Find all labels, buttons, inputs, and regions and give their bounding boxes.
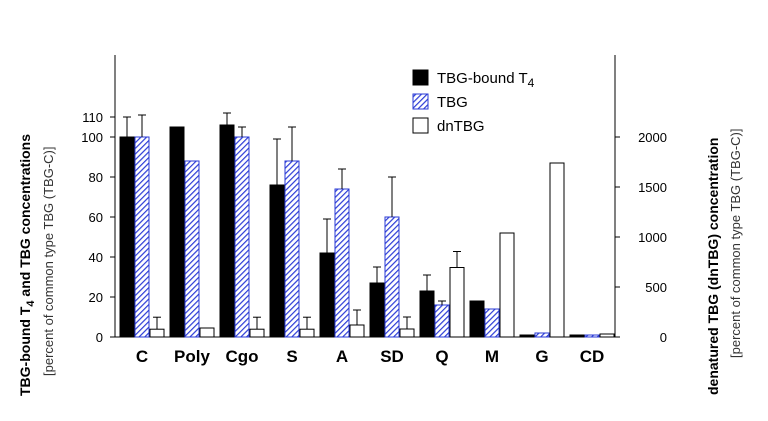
bar-tbg xyxy=(134,136,150,338)
bar-tbg-bound-t- xyxy=(469,300,485,338)
category-label: S xyxy=(286,347,297,366)
left-axis-title-subscript: 4 xyxy=(25,300,37,307)
category-label: SD xyxy=(380,347,404,366)
left-axis-title-main: TBG-bound T4 and TBG concentrations xyxy=(17,134,37,396)
bar-dntbg xyxy=(249,328,265,338)
category-label: Cgo xyxy=(225,347,258,366)
category-label: Q xyxy=(435,347,448,366)
bar-dntbg xyxy=(149,328,165,338)
right-tick-label: 2000 xyxy=(638,130,667,145)
left-axis-title-units: [percent of common type TBG (TBG-C)] xyxy=(41,147,56,377)
axes: 0 20 40 60 80 100 110 0 500 1000 1500 2000 xyxy=(81,55,667,345)
bar-dntbg xyxy=(549,162,565,338)
right-tick-label: 0 xyxy=(660,330,667,345)
bar-tbg xyxy=(284,160,300,338)
bar-tbg-bound-t- xyxy=(369,282,385,338)
right-tick-label: 1500 xyxy=(638,180,667,195)
bar-tbg-bound-t- xyxy=(219,124,235,338)
left-axis-title-rest: and TBG concentrations xyxy=(17,134,33,301)
bar-tbg xyxy=(434,304,450,338)
bar-tbg xyxy=(184,160,200,338)
legend-label: dnTBG xyxy=(437,118,485,135)
legend: TBG-bound T4 TBG dnTBG xyxy=(412,69,535,135)
bar-dntbg xyxy=(449,267,465,338)
category-label: G xyxy=(535,347,548,366)
left-tick-label: 60 xyxy=(89,210,103,225)
legend-swatch xyxy=(412,93,429,110)
legend-label-subscript: 4 xyxy=(528,76,535,90)
bar-dntbg xyxy=(299,328,315,338)
right-tick-label: 500 xyxy=(645,280,667,295)
left-tick-label: 100 xyxy=(81,130,103,145)
bar-dntbg xyxy=(399,328,415,338)
bar-dntbg xyxy=(199,327,215,338)
bars: C Poly Cgo S A SD Q M G CD xyxy=(119,112,615,366)
bar-dntbg xyxy=(349,324,365,338)
category-label: A xyxy=(336,347,348,366)
bar-tbg-bound-t- xyxy=(319,252,335,338)
legend-label: TBG-bound T4 xyxy=(437,70,535,90)
bar-tbg xyxy=(534,332,550,338)
bar-dntbg xyxy=(599,333,615,338)
bar-tbg-bound-t- xyxy=(119,136,135,338)
bar-tbg xyxy=(484,308,500,338)
left-tick-label: 80 xyxy=(89,170,103,185)
right-axis-title-main: denatured TBG (dnTBG) concentration xyxy=(705,138,721,395)
right-axis-title-units: [percent of common type TBG (TBG-C)] xyxy=(728,129,743,359)
bar-dntbg xyxy=(499,232,515,338)
left-tick-label: 40 xyxy=(89,250,103,265)
bar-tbg-bound-t- xyxy=(569,334,585,338)
bar-tbg xyxy=(334,188,350,338)
left-tick-label: 0 xyxy=(96,330,103,345)
bar-tbg xyxy=(234,136,250,338)
bar-tbg xyxy=(384,216,400,338)
left-tick-label: 110 xyxy=(82,110,103,125)
category-label: C xyxy=(136,347,148,366)
bar-tbg-bound-t- xyxy=(419,290,435,338)
legend-label: TBG xyxy=(437,94,468,111)
bar-tbg xyxy=(584,334,600,338)
category-label: CD xyxy=(580,347,605,366)
legend-swatch xyxy=(412,117,429,134)
category-label: Poly xyxy=(174,347,210,366)
category-label: M xyxy=(485,347,499,366)
bar-tbg-bound-t- xyxy=(519,334,535,338)
legend-swatch xyxy=(412,69,429,86)
bar-tbg-bound-t- xyxy=(169,126,185,338)
bar-tbg-bound-t- xyxy=(269,184,285,338)
left-tick-label: 20 xyxy=(89,290,103,305)
left-axis-title: TBG-bound T4 and TBG concentrations [per… xyxy=(17,134,56,396)
right-tick-label: 1000 xyxy=(638,230,667,245)
right-axis-title: denatured TBG (dnTBG) concentration [per… xyxy=(705,129,743,396)
